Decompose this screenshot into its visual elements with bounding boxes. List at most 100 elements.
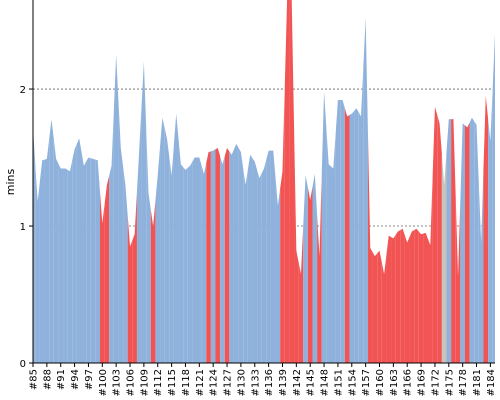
build-149-band — [326, 128, 331, 363]
build-143-band — [298, 224, 304, 363]
build-103-band — [113, 54, 119, 363]
build-127-band — [224, 147, 230, 363]
build-154-band — [349, 110, 355, 363]
x-tick-label: #85 — [29, 369, 40, 390]
build-134-band — [257, 169, 262, 363]
build-135-band — [261, 159, 267, 363]
build-121-band — [197, 157, 202, 363]
build-166-band — [404, 235, 410, 363]
build-114-band — [164, 128, 170, 363]
build-110-band — [146, 127, 151, 363]
build-185-band — [492, 34, 495, 363]
x-tick-label: #163 — [389, 369, 400, 396]
x-axis-ticks: #85 #88 #91 #94 #97 #100 #103 #106 #109 #112 #115 #… — [29, 363, 497, 396]
x-tick-label: #181 — [472, 369, 483, 396]
build-171-band — [428, 176, 433, 363]
build-144-band — [303, 175, 308, 363]
build-174-band — [441, 152, 447, 363]
build-91-band — [58, 163, 64, 363]
build-133-band — [252, 158, 258, 363]
x-tick-label: #178 — [458, 369, 469, 396]
build-138-band — [275, 178, 281, 363]
build-160-band — [377, 250, 382, 363]
build-168-band — [414, 228, 419, 363]
x-tick-label: #175 — [444, 369, 455, 396]
build-100-band — [99, 191, 105, 363]
data-area — [33, 0, 495, 364]
x-tick-label: #160 — [375, 369, 386, 396]
build-86-band — [35, 164, 40, 363]
build-178-band — [460, 123, 465, 363]
x-tick-label: #112 — [153, 369, 164, 396]
x-tick-label: #154 — [347, 369, 358, 396]
build-150-band — [330, 134, 336, 363]
build-159-band — [372, 252, 378, 363]
build-147-band — [317, 173, 322, 363]
build-99-band — [95, 159, 100, 363]
build-184-band — [488, 87, 493, 364]
build-97-band — [86, 157, 91, 363]
y-tick-label: 1 — [20, 222, 26, 233]
x-tick-label: #145 — [306, 369, 317, 396]
build-146-band — [312, 173, 318, 363]
x-tick-label: #124 — [209, 369, 220, 396]
build-182-band — [478, 169, 484, 363]
build-141-band — [289, 0, 295, 363]
y-tick-label: 2 — [20, 85, 26, 96]
build-157-band — [363, 17, 368, 364]
build-132-band — [247, 154, 253, 363]
build-95-band — [76, 138, 82, 363]
build-130-band — [238, 147, 244, 363]
build-153-band — [344, 108, 350, 363]
build-177-band — [455, 197, 461, 363]
build-117-band — [178, 139, 184, 363]
build-102-band — [109, 110, 114, 364]
build-151-band — [335, 100, 341, 363]
build-148-band — [321, 91, 327, 363]
build-139-band — [280, 85, 285, 364]
x-tick-label: #115 — [167, 369, 178, 396]
build-164-band — [395, 230, 401, 363]
build-96-band — [81, 152, 87, 363]
build-98-band — [90, 158, 96, 363]
y-axis-title: mins — [4, 168, 17, 195]
x-tick-label: #106 — [126, 369, 137, 396]
build-115-band — [169, 144, 174, 363]
build-120-band — [192, 157, 198, 363]
build-116-band — [173, 113, 179, 363]
x-tick-label: #172 — [430, 369, 441, 396]
build-106-band — [127, 215, 133, 363]
build-131-band — [243, 168, 248, 363]
x-tick-label: #130 — [236, 369, 247, 396]
y-axis-ticks: 0 1 2 — [20, 85, 33, 370]
build-122-band — [201, 163, 207, 363]
x-tick-label: #118 — [181, 369, 192, 396]
build-175-band — [446, 119, 452, 363]
build-163-band — [391, 234, 396, 363]
build-129-band — [233, 143, 239, 363]
build-136-band — [266, 150, 271, 363]
build-156-band — [358, 67, 364, 364]
y-tick-label: 0 — [20, 359, 26, 370]
build-123-band — [206, 151, 211, 363]
x-tick-label: #127 — [223, 369, 234, 396]
x-tick-label: #136 — [264, 369, 275, 396]
build-179-band — [464, 122, 470, 363]
x-tick-label: #166 — [403, 369, 414, 396]
x-tick-label: #169 — [417, 369, 428, 396]
build-176-band — [451, 119, 456, 363]
x-tick-label: #88 — [42, 369, 53, 390]
build-145-band — [307, 186, 313, 363]
build-173-band — [437, 115, 442, 363]
build-165-band — [400, 228, 405, 363]
build-90-band — [53, 139, 59, 363]
axes — [32, 0, 495, 364]
build-169-band — [418, 231, 424, 363]
build-85-band — [33, 127, 36, 363]
build-108-band — [136, 105, 142, 363]
build-119-band — [187, 161, 193, 363]
x-tick-label: #121 — [195, 369, 206, 396]
build-109-band — [141, 61, 147, 363]
build-181-band — [474, 121, 479, 363]
